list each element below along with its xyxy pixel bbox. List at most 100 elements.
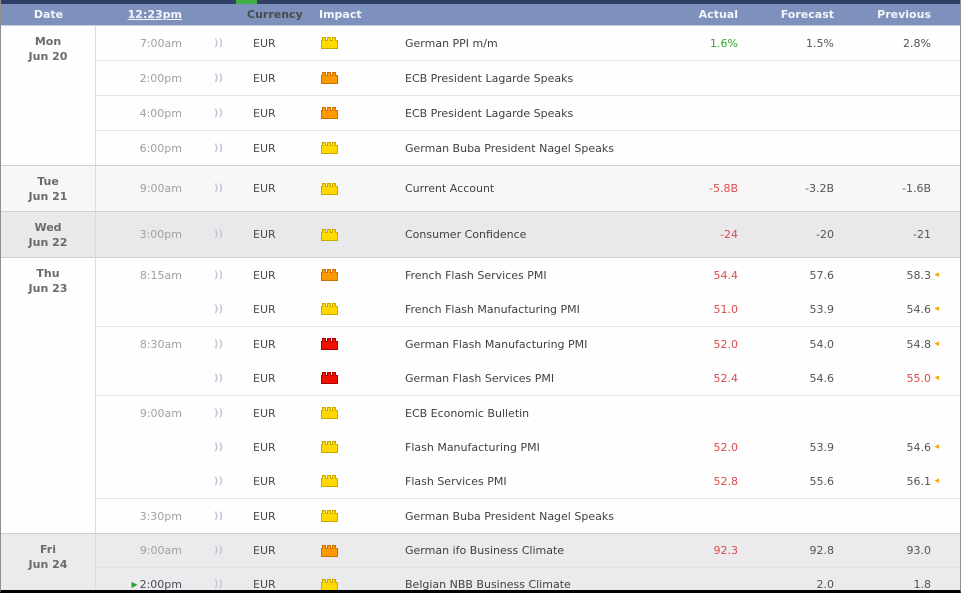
- calendar-body: Mon Jun 20 7:00am)) EUR German PPI m/m 1.6% 1.…: [1, 26, 960, 591]
- impact-column: [311, 372, 401, 384]
- event-time-text: 2:00pm: [139, 578, 182, 591]
- actual-value: 1.6%: [710, 36, 738, 50]
- event-name[interactable]: Flash Services PMI: [405, 474, 507, 488]
- previous-value: 55.0 ◂: [865, 372, 960, 385]
- impact-column: [311, 142, 401, 154]
- event-name[interactable]: ECB President Lagarde Speaks: [405, 71, 574, 85]
- speaker-icon: )): [213, 407, 224, 419]
- event-name[interactable]: German PPI m/m: [405, 36, 498, 50]
- event-name[interactable]: ECB Economic Bulletin: [405, 406, 530, 420]
- event-name[interactable]: French Flash Manufacturing PMI: [405, 302, 580, 316]
- impact-column: [311, 441, 401, 453]
- previous-value: 54.6 ◂: [865, 441, 960, 454]
- event-time: 4:00pm: [96, 107, 196, 120]
- red-impact-icon: [321, 372, 338, 384]
- event-row[interactable]: 9:00am)) EUR Current Account -5.8B -3.2B -1.6…: [96, 166, 960, 211]
- event-row[interactable]: 6:00pm)) EUR German Buba President Nagel S…: [96, 130, 960, 165]
- event-row[interactable]: 8:30am)) EUR German Flash Manufacturing PM…: [96, 326, 960, 361]
- event-row[interactable]: 9:00am)) EUR German ifo Business Climate 92…: [96, 534, 960, 567]
- previous-value-text: 55.0: [906, 371, 932, 385]
- actual-value: 92.3: [713, 544, 739, 557]
- impact-column: [311, 182, 401, 195]
- speaker-column: )): [196, 270, 241, 281]
- speaker-icon: )): [213, 303, 224, 315]
- event-name[interactable]: German Flash Services PMI: [405, 371, 555, 385]
- impact-column: [311, 475, 401, 487]
- day-name: Thu: [36, 267, 60, 280]
- actual-value: 54.4: [713, 268, 739, 282]
- event-name[interactable]: ECB President Lagarde Speaks: [405, 106, 574, 120]
- speaker-icon: )): [213, 510, 224, 522]
- day-date: Jun 22: [28, 236, 68, 249]
- yellow-impact-icon: [321, 441, 338, 453]
- event-time-text: 7:00am: [139, 36, 182, 50]
- yellow-impact-icon: [321, 37, 338, 49]
- header-forecast: Forecast: [780, 8, 834, 21]
- event-name[interactable]: German Buba President Nagel Speaks: [405, 141, 614, 155]
- event-name[interactable]: German Flash Manufacturing PMI: [405, 337, 588, 351]
- day-name: Wed: [34, 221, 62, 234]
- speaker-icon: )): [213, 372, 224, 384]
- event-row[interactable]: ▶ 2:00pm)) EUR Belgian NBB Business Climate…: [96, 567, 960, 591]
- currency-label: EUR: [253, 440, 276, 454]
- event-name[interactable]: Current Account: [405, 182, 495, 195]
- event-row[interactable]: 7:00am)) EUR German PPI m/m 1.6% 1.5% 2.8%: [96, 26, 960, 60]
- event-name[interactable]: Belgian NBB Business Climate: [405, 578, 571, 591]
- speaker-column: )): [196, 304, 241, 315]
- speaker-column: )): [196, 408, 241, 419]
- currency-label: EUR: [253, 228, 276, 241]
- day-date: Jun 20: [28, 50, 68, 63]
- event-name[interactable]: Flash Manufacturing PMI: [405, 440, 540, 454]
- speaker-icon: )): [213, 475, 224, 487]
- event-row[interactable]: 3:00pm)) EUR Consumer Confidence -24 -20 -21: [96, 212, 960, 257]
- event-time: 8:30am: [96, 338, 196, 351]
- header-impact: Impact: [319, 8, 362, 21]
- event-row[interactable]: )) EUR French Flash Manufacturing PMI 51.0 5…: [96, 292, 960, 326]
- currency-label: EUR: [253, 474, 276, 488]
- impact-column: [311, 72, 401, 84]
- date-label: Wed Jun 22: [1, 212, 96, 257]
- currency-label: EUR: [253, 509, 276, 523]
- event-row[interactable]: )) EUR German Flash Services PMI 52.4 54.6 55…: [96, 361, 960, 395]
- previous-value-text: 1.8: [913, 578, 932, 591]
- previous-value-text: 54.8: [906, 337, 932, 351]
- speaker-icon: )): [213, 579, 224, 590]
- speaker-icon: )): [213, 229, 224, 240]
- event-row[interactable]: 8:15am)) EUR French Flash Services PMI 54.4…: [96, 258, 960, 292]
- event-time-text: 8:30am: [139, 337, 182, 351]
- yellow-impact-icon: [321, 303, 338, 315]
- event-time: 6:00pm: [96, 142, 196, 155]
- event-name[interactable]: German Buba President Nagel Speaks: [405, 509, 614, 523]
- previous-value-text: -21: [913, 228, 931, 241]
- forecast-value: 57.6: [809, 268, 835, 282]
- revised-icon: ◂: [934, 442, 939, 452]
- event-row[interactable]: 9:00am)) EUR ECB Economic Bulletin: [96, 395, 960, 430]
- event-row[interactable]: )) EUR Flash Manufacturing PMI 52.0 53.9 54.6…: [96, 430, 960, 464]
- speaker-column: )): [196, 108, 241, 119]
- header-currency: Currency: [247, 8, 303, 21]
- day-group: Mon Jun 20 7:00am)) EUR German PPI m/m 1.6% 1.…: [1, 26, 960, 165]
- event-time-text: 2:00pm: [139, 71, 182, 85]
- previous-value: -1.6B: [865, 182, 960, 195]
- event-time-text: 9:00am: [139, 544, 182, 557]
- next-event-icon: ▶: [131, 580, 138, 589]
- speaker-icon: )): [213, 142, 224, 154]
- event-row[interactable]: )) EUR Flash Services PMI 52.8 55.6 56.1 ◂: [96, 464, 960, 498]
- event-row[interactable]: 2:00pm)) EUR ECB President Lagarde Speaks: [96, 60, 960, 95]
- revised-icon: ◂: [934, 373, 939, 383]
- previous-value: 2.8%: [865, 37, 960, 50]
- event-row[interactable]: 4:00pm)) EUR ECB President Lagarde Speaks: [96, 95, 960, 130]
- event-name[interactable]: German ifo Business Climate: [405, 544, 565, 557]
- current-time-link[interactable]: 12:23pm: [127, 8, 182, 21]
- event-row[interactable]: 3:30pm)) EUR German Buba President Nagel S…: [96, 498, 960, 533]
- forecast-value: 92.8: [809, 544, 835, 557]
- event-name[interactable]: French Flash Services PMI: [405, 268, 547, 282]
- previous-value: 58.3 ◂: [865, 269, 960, 282]
- currency-label: EUR: [253, 302, 276, 316]
- calendar-header-row: Date 12:23pm Currency Impact Actual Fore…: [1, 4, 960, 26]
- event-name[interactable]: Consumer Confidence: [405, 228, 527, 241]
- speaker-column: )): [196, 339, 241, 350]
- header-previous: Previous: [877, 8, 931, 21]
- speaker-column: )): [196, 511, 241, 522]
